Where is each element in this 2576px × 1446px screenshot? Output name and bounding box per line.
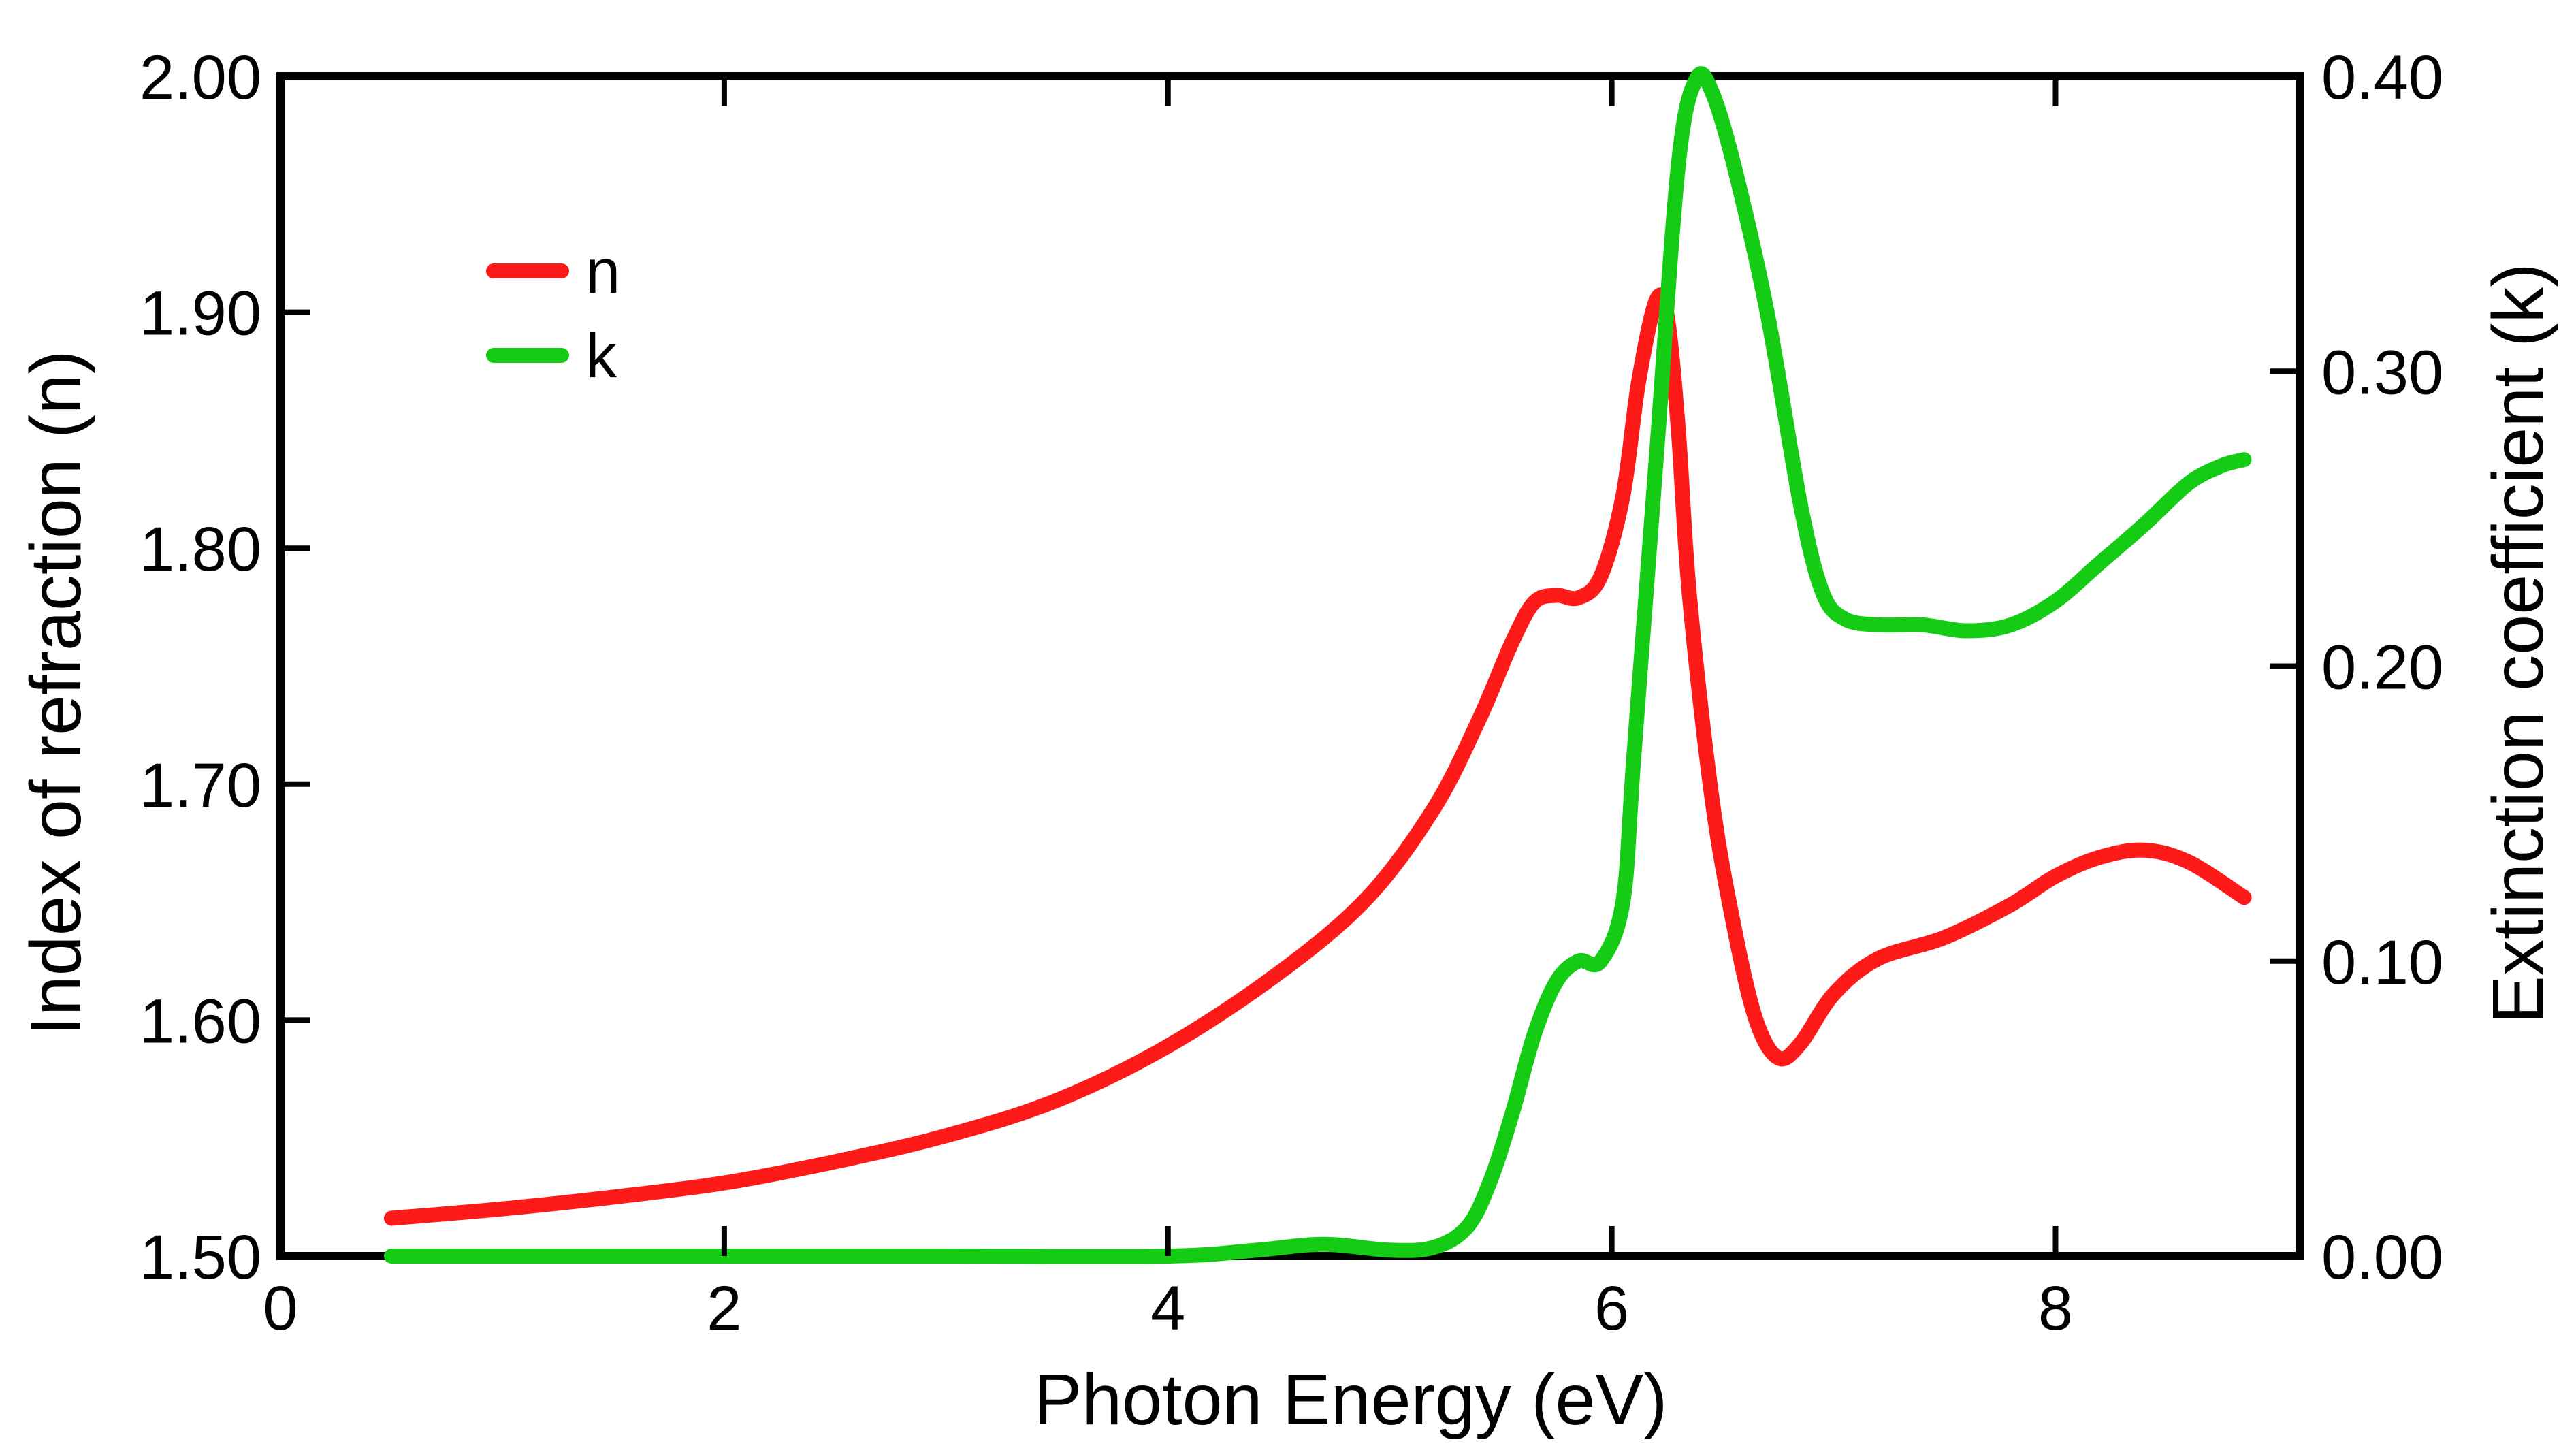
y-tick-label-left: 1.80 [140, 515, 261, 584]
y-tick-label-right: 0.40 [2321, 43, 2443, 112]
series-line-n [384, 287, 2252, 1226]
x-tick-label: 0 [263, 1274, 297, 1343]
x-axis-title: Photon Energy (eV) [1034, 1360, 1668, 1440]
legend-label-n: n [585, 237, 620, 306]
y-tick-label-left: 1.90 [140, 279, 261, 349]
y-tick-label-left: 1.70 [140, 751, 261, 820]
plot-frame [276, 72, 2304, 1260]
plot-border [276, 72, 2304, 1260]
y-tick-label-right: 0.30 [2321, 338, 2443, 407]
y-tick-label-right: 0.20 [2321, 633, 2443, 703]
y-tick-label-left: 2.00 [140, 43, 261, 112]
x-tick-label: 8 [2038, 1274, 2073, 1343]
y-tick-label-right: 0.10 [2321, 928, 2443, 997]
x-tick-label: 2 [707, 1274, 741, 1343]
legend: n k [486, 237, 620, 391]
legend-label-k: k [585, 321, 617, 391]
y-tick-label-right: 0.00 [2321, 1223, 2443, 1292]
y-tick-label-left: 1.60 [140, 986, 261, 1056]
series-layer [384, 66, 2252, 1264]
x-tick-label: 6 [1594, 1274, 1629, 1343]
series-line-k [384, 66, 2252, 1264]
x-tick-label: 4 [1150, 1274, 1185, 1343]
y-axis-title-right: Extinction coefficient (k) [2478, 263, 2558, 1023]
ticks-layer: 0 2 4 6 8 1.50 1.60 1.70 1.80 1.90 2.00 0.00 0.10 0.2… [140, 43, 2443, 1343]
y-tick-label-left: 1.50 [140, 1223, 261, 1292]
y-axis-title-left: Index of refraction (n) [16, 350, 96, 1035]
